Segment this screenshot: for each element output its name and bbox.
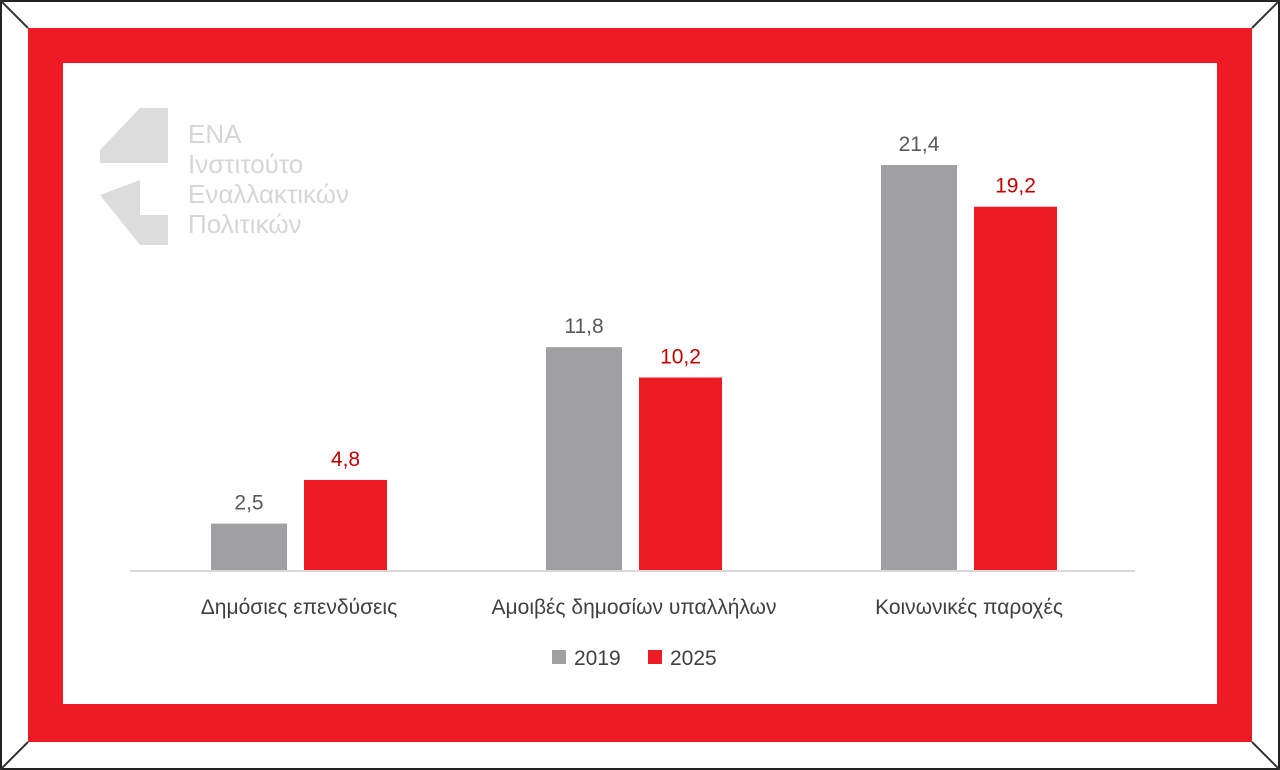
bar-2019-1	[211, 523, 287, 571]
data-label-2025-3: 19,2	[995, 175, 1036, 198]
data-label-2025-2: 10,2	[660, 345, 701, 368]
data-label-2019-1: 2,5	[234, 492, 263, 515]
category-label-2: Αμοιβές δημοσίων υπαλλήλων	[492, 596, 777, 619]
logo-line-3: Εναλλακτικών	[188, 179, 349, 209]
bar-2025-2	[639, 377, 722, 571]
data-label-2025-1: 4,8	[331, 448, 360, 471]
legend-label-2019: 2019	[574, 647, 621, 670]
category-label-1: Δημόσιες επενδύσεις	[201, 596, 397, 619]
logo-mark-icon	[100, 108, 168, 245]
bar-2025-1	[304, 479, 387, 571]
logo-line-1: ΕΝΑ	[188, 119, 242, 149]
category-label-3: Κοινωνικές παροχές	[875, 596, 1063, 619]
plot-area: 2,5 4,8 Δημόσιες επενδύσεις 11,8 10,2 Αμοιβές…	[130, 133, 1135, 619]
institute-logo: ΕΝΑ Ινστιτούτο Εναλλακτικών Πολιτικών	[100, 108, 349, 245]
legend: 2019 2025	[552, 647, 717, 670]
bar-2019-3	[881, 165, 957, 571]
logo-line-4: Πολιτικών	[188, 209, 302, 239]
data-label-2019-2: 11,8	[564, 315, 603, 338]
bar-2025-3	[974, 206, 1057, 571]
legend-label-2025: 2025	[670, 647, 717, 670]
data-label-2019-3: 21,4	[899, 133, 940, 156]
legend-swatch-2019	[552, 650, 566, 664]
legend-swatch-2025	[648, 650, 662, 664]
bar-2019-2	[546, 347, 622, 571]
logo-line-2: Ινστιτούτο	[188, 149, 303, 179]
